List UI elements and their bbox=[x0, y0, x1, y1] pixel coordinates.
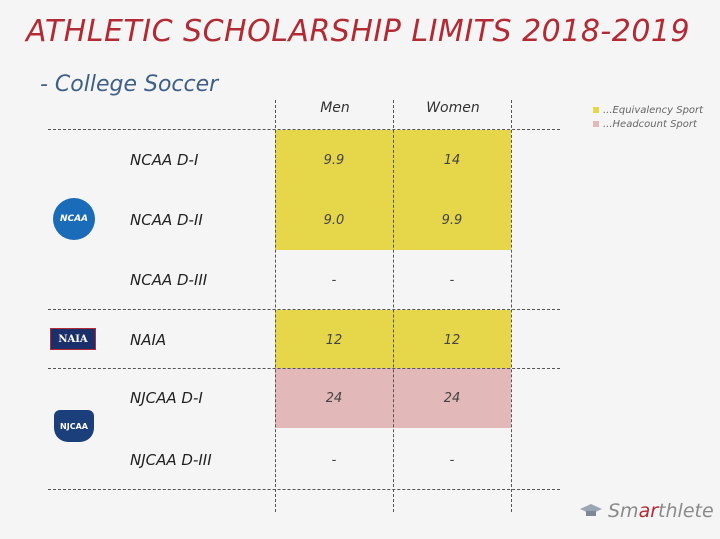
page-title: ATHLETIC SCHOLARSHIP LIMITS 2018-2019 bbox=[26, 14, 691, 49]
grid-line-ncaa bbox=[48, 309, 560, 310]
cell-ncaa-d3-women: - bbox=[449, 272, 455, 288]
cell-naia-women: 12 bbox=[393, 310, 511, 370]
column-header-women: Women bbox=[426, 100, 480, 116]
legend: ...Equivalency Sport ...Headcount Sport bbox=[593, 103, 703, 131]
grid-line-naia bbox=[48, 368, 560, 369]
grid-line-col-2 bbox=[393, 100, 394, 512]
legend-label-equivalency: ...Equivalency Sport bbox=[603, 104, 704, 116]
cell-ncaa-d2-women: 9.9 bbox=[393, 190, 511, 250]
naia-logo: NAIA bbox=[50, 328, 96, 350]
cell-njcaa-d3-women: - bbox=[449, 452, 455, 468]
brand-accent: ar bbox=[638, 500, 659, 522]
legend-item-equivalency: ...Equivalency Sport bbox=[593, 103, 703, 117]
column-header-men: Men bbox=[320, 100, 350, 116]
row-label-naia: NAIA bbox=[130, 331, 167, 349]
njcaa-logo: NJCAA bbox=[54, 410, 94, 442]
cell-naia-men: 12 bbox=[275, 310, 393, 370]
row-label-ncaa-d2: NCAA D-II bbox=[130, 211, 203, 229]
graduation-cap-icon bbox=[580, 504, 602, 516]
legend-swatch-equivalency bbox=[593, 107, 599, 113]
grid-line-col-1 bbox=[275, 100, 276, 512]
row-label-njcaa-d3: NJCAA D-III bbox=[130, 451, 212, 469]
brand-prefix: Sm bbox=[608, 500, 639, 522]
brand-logo: Sm ar thlete bbox=[580, 500, 714, 522]
grid-line-col-3 bbox=[511, 100, 512, 512]
row-label-ncaa-d3: NCAA D-III bbox=[130, 271, 208, 289]
legend-swatch-headcount bbox=[593, 121, 599, 127]
cell-njcaa-d1-women: 24 bbox=[393, 368, 511, 428]
grid-line-bottom bbox=[48, 489, 560, 490]
cell-njcaa-d1-men: 24 bbox=[275, 368, 393, 428]
cell-ncaa-d1-men: 9.9 bbox=[275, 130, 393, 190]
grid-line-header bbox=[48, 129, 560, 130]
page-subtitle: - College Soccer bbox=[40, 72, 219, 97]
cell-ncaa-d2-men: 9.0 bbox=[275, 190, 393, 250]
cell-ncaa-d1-women: 14 bbox=[393, 130, 511, 190]
row-label-njcaa-d1: NJCAA D-I bbox=[130, 389, 203, 407]
legend-item-headcount: ...Headcount Sport bbox=[593, 117, 703, 131]
row-label-ncaa-d1: NCAA D-I bbox=[130, 151, 199, 169]
cell-njcaa-d3-men: - bbox=[331, 452, 337, 468]
brand-suffix: thlete bbox=[658, 500, 714, 522]
legend-label-headcount: ...Headcount Sport bbox=[603, 118, 697, 130]
ncaa-logo: NCAA bbox=[53, 198, 95, 240]
cell-ncaa-d3-men: - bbox=[331, 272, 337, 288]
